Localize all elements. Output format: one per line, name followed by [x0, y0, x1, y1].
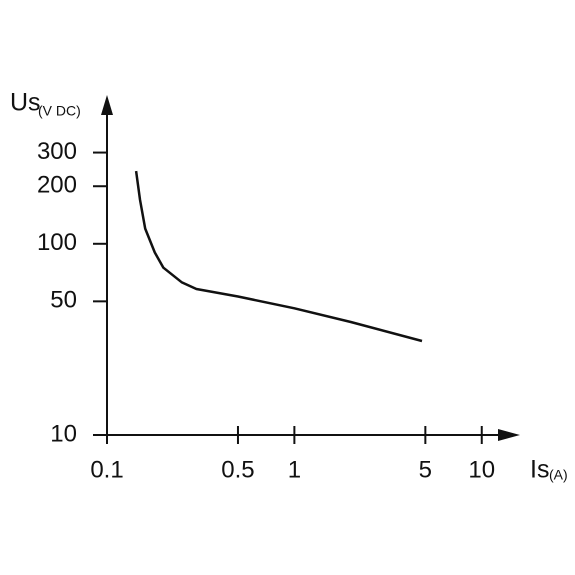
y-tick-label: 50 — [50, 287, 77, 314]
x-axis-unit: (A) — [549, 467, 568, 483]
y-tick-label: 200 — [37, 172, 77, 199]
x-axis-arrow — [498, 429, 520, 441]
y-tick-label: 10 — [50, 420, 77, 447]
y-tick-label: 100 — [37, 229, 77, 256]
curve — [134, 170, 423, 343]
y-axis-unit: (V DC) — [38, 103, 81, 119]
x-tick-label: 0.1 — [90, 456, 123, 483]
x-tick-label: 0.5 — [221, 456, 254, 483]
y-axis-label: Us — [10, 89, 41, 117]
x-tick-label: 10 — [468, 456, 495, 483]
x-axis-label: Is — [530, 456, 549, 484]
y-axis-arrow — [101, 95, 113, 115]
y-tick-label: 300 — [37, 138, 77, 165]
x-tick-label: 5 — [419, 456, 432, 483]
x-tick-label: 1 — [288, 456, 301, 483]
